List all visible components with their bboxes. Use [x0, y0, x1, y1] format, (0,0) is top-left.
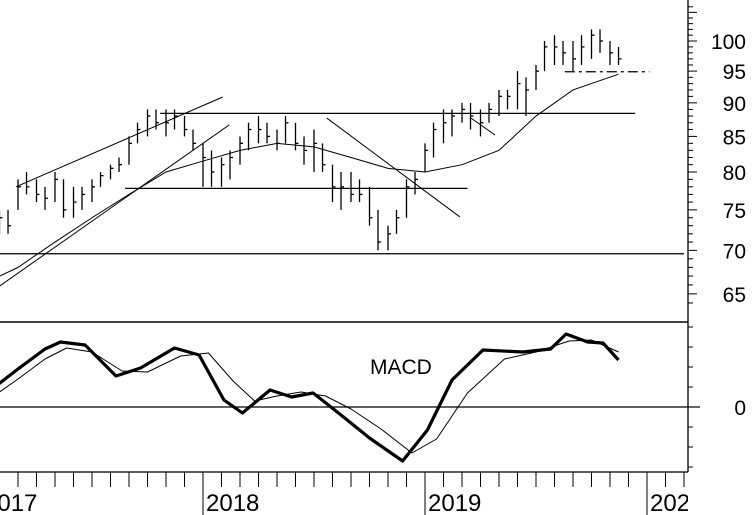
macd-tick-label: 0	[734, 397, 746, 420]
price-bar	[387, 225, 391, 251]
price-bar	[155, 109, 160, 130]
price-bar	[109, 164, 114, 180]
price-bar	[25, 171, 30, 195]
price-bar	[498, 89, 502, 117]
price-bar	[0, 209, 3, 234]
price-bar	[340, 171, 345, 210]
y-tick-label: 70	[723, 240, 746, 263]
trendline	[15, 96, 223, 188]
price-bar	[599, 29, 604, 53]
price-bar	[7, 209, 12, 234]
price-bar	[350, 171, 354, 203]
y-tick-label: 65	[723, 284, 746, 307]
price-bar	[377, 209, 382, 251]
price-bar	[146, 109, 151, 137]
price-bar	[266, 122, 271, 144]
price-bar	[424, 143, 428, 172]
price-bar	[173, 109, 178, 130]
price-bar	[506, 89, 511, 110]
price-bar	[210, 150, 215, 187]
moving-average-line	[0, 73, 619, 277]
price-bar	[128, 136, 132, 165]
price-bar	[617, 46, 622, 65]
price-bar	[247, 122, 252, 151]
price-bar	[331, 164, 336, 203]
price-bar	[62, 179, 67, 218]
price-bar	[553, 35, 558, 65]
macd-title: MACD	[370, 356, 432, 379]
price-bar	[220, 157, 225, 187]
price-bar	[91, 179, 95, 203]
price-bar	[543, 41, 548, 72]
price-bar	[257, 116, 262, 144]
price-bar	[609, 41, 613, 65]
price-bar	[516, 71, 521, 110]
price-bar	[202, 143, 206, 187]
price-bar	[35, 179, 40, 203]
price-bar	[535, 64, 539, 90]
x-year-label: 2019	[428, 490, 481, 515]
trendline	[326, 117, 461, 218]
price-bar	[183, 116, 188, 137]
price-bar	[395, 209, 400, 234]
price-bar	[321, 143, 326, 172]
price-bar	[229, 150, 234, 180]
price-bar	[294, 122, 299, 151]
x-year-label: 2018	[206, 490, 259, 515]
y-tick-label: 80	[723, 162, 746, 185]
price-bar	[44, 186, 49, 210]
x-year-label: 2020	[650, 490, 703, 515]
y-tick-label: 85	[723, 126, 746, 149]
price-bar	[590, 29, 595, 59]
price-bar	[81, 186, 86, 210]
price-bar	[469, 102, 474, 130]
y-tick-label: 90	[723, 93, 746, 116]
price-bar	[405, 179, 410, 218]
price-bar	[442, 109, 447, 144]
price-bar	[358, 179, 363, 203]
y-tick-label: 75	[723, 200, 746, 223]
price-bar	[368, 186, 373, 226]
x-axis-ticks: 2017 2018 2019 2020	[0, 472, 703, 515]
price-bar	[562, 41, 567, 65]
macd-panel	[0, 332, 688, 463]
macd-signal-line	[0, 339, 619, 454]
price-bar	[99, 171, 104, 187]
price-bar	[54, 171, 58, 203]
trendline	[0, 124, 230, 287]
price-bar	[17, 179, 21, 210]
price-panel	[0, 29, 684, 287]
price-bar	[303, 136, 308, 165]
price-bar	[414, 171, 419, 195]
price-bar	[313, 129, 317, 172]
trendline	[469, 116, 496, 136]
price-bar	[580, 35, 585, 65]
price-bar	[72, 186, 77, 218]
price-bar	[276, 129, 280, 151]
price-bar	[432, 122, 437, 158]
price-bar	[192, 129, 197, 151]
y-tick-label: 100	[711, 31, 746, 54]
price-bar	[118, 157, 123, 172]
price-bar	[525, 77, 530, 117]
price-bar	[136, 122, 141, 144]
price-bar	[572, 41, 576, 72]
x-year-label: 2017	[0, 490, 37, 515]
y-tick-label: 95	[723, 61, 746, 84]
price-bar	[284, 116, 289, 144]
